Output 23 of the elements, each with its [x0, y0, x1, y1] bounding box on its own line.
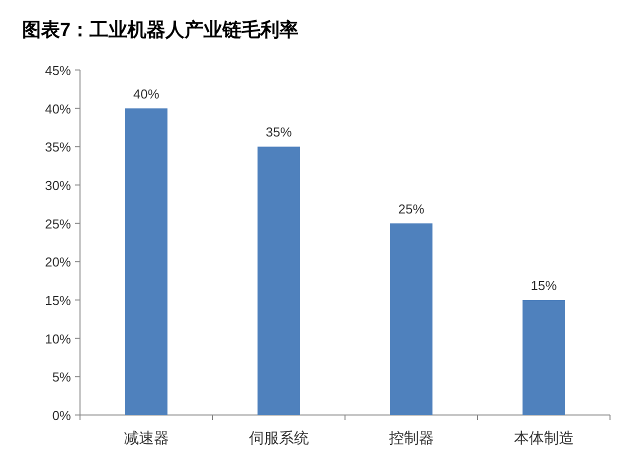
bar [390, 223, 432, 415]
y-tick-label: 0% [52, 408, 72, 423]
data-label: 15% [530, 278, 558, 293]
x-tick-label: 伺服系统 [248, 430, 309, 447]
x-tick-label: 本体制造 [514, 430, 574, 447]
y-tick-label: 40% [44, 101, 72, 116]
chart-title: 图表7：工业机器人产业链毛利率 [22, 19, 299, 41]
y-tick-label: 10% [44, 331, 72, 346]
bar [125, 108, 168, 415]
y-tick-label: 30% [44, 178, 72, 193]
y-tick-label: 5% [52, 370, 72, 385]
bar [522, 300, 565, 415]
bar [258, 146, 300, 415]
data-label: 25% [398, 201, 425, 216]
y-tick-label: 15% [44, 293, 72, 308]
y-tick-label: 35% [44, 140, 72, 155]
y-tick-label: 25% [44, 216, 72, 232]
y-tick-label: 20% [44, 254, 72, 270]
x-tick-label: 减速器 [124, 430, 169, 447]
y-tick-label: 45% [44, 63, 72, 78]
data-label: 35% [266, 124, 292, 140]
data-label: 40% [133, 86, 160, 102]
x-tick-label: 控制器 [388, 430, 434, 447]
